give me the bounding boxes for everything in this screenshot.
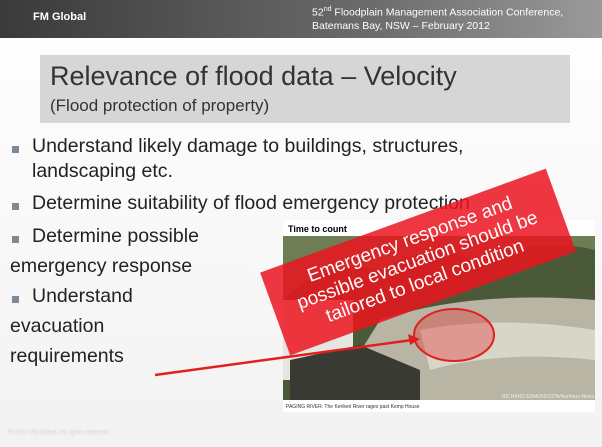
highlight-ellipse [414, 309, 494, 361]
photo-caption: PAGING RIVER: The Kerikeri River rages p… [286, 404, 420, 410]
photo-layer: Time to count PAGING RIVER: The Kerikeri… [0, 0, 602, 447]
photo-headline: Time to count [288, 224, 347, 234]
slide: FM Global 52nd Floodplain Management Ass… [0, 0, 602, 447]
photo-credit: RICHARD EDMONDSON/Northern News [502, 394, 594, 400]
footer: © 2012 FM Global. All rights reserved. [8, 430, 109, 436]
